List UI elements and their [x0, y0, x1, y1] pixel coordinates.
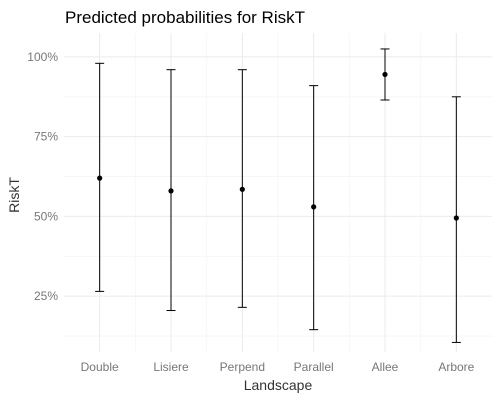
y-axis-ticks: 25% 50% 75% 100% [27, 50, 58, 303]
chart-title: Predicted probabilities for RiskT [65, 8, 305, 27]
y-tick-label: 50% [34, 209, 58, 223]
x-tick-label: Parallel [294, 360, 334, 374]
x-axis-title: Landscape [244, 377, 313, 393]
y-tick-label: 25% [34, 289, 58, 303]
x-tick-label: Double [81, 360, 119, 374]
y-tick-label: 100% [27, 50, 58, 64]
data-point [168, 188, 174, 194]
x-tick-label: Arbore [438, 360, 474, 374]
x-tick-label: Allee [372, 360, 399, 374]
y-tick-label: 75% [34, 130, 58, 144]
data-point [453, 215, 459, 221]
x-tick-label: Lisiere [153, 360, 189, 374]
data-point [311, 204, 317, 210]
data-point [239, 186, 245, 192]
x-axis-ticks: Double Lisiere Perpend Parallel Allee Arbore [81, 360, 475, 374]
x-tick-label: Perpend [220, 360, 265, 374]
data-marks [95, 48, 461, 343]
data-point [382, 71, 388, 78]
y-axis-title: RiskT [6, 177, 22, 213]
data-point [97, 175, 103, 181]
grid [64, 33, 492, 352]
